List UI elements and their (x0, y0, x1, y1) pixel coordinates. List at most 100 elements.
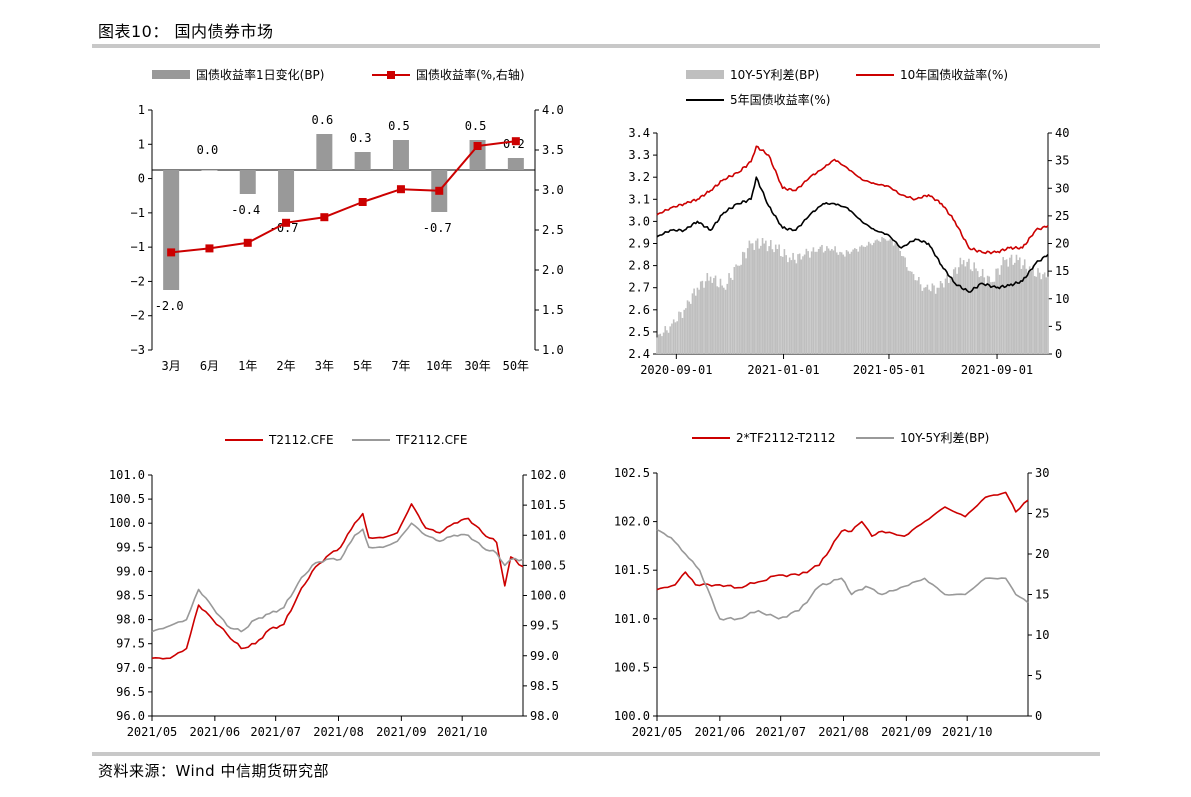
spread-bar (685, 308, 687, 354)
spread-bar (800, 259, 803, 354)
spread-bar (916, 280, 918, 354)
x-tick-label: 2年 (276, 359, 295, 373)
spread-bar (986, 275, 989, 354)
x-tick-label: 2021/08 (313, 725, 364, 739)
spread-bar (793, 259, 796, 354)
left-tick-label: 99.5 (116, 540, 145, 554)
x-tick-label: 3月 (162, 359, 181, 373)
line-marker (396, 185, 405, 194)
spread-bar (911, 271, 913, 354)
spread-bar (711, 282, 714, 354)
spread-bar (661, 336, 663, 354)
line-marker (511, 137, 520, 146)
spread-bar (787, 262, 789, 354)
x-tick-label: 7年 (391, 359, 410, 373)
x-tick-label: 2021/06 (695, 725, 746, 739)
spread-bar (733, 267, 736, 354)
left-tick-label: 102.5 (614, 466, 650, 480)
spread-bar (949, 276, 952, 354)
spread-bar (827, 248, 830, 354)
bar (239, 170, 256, 194)
spread-bar (909, 271, 911, 354)
right-tick-label: 100.5 (530, 558, 566, 572)
spread-bar (951, 278, 953, 354)
spread-bar (831, 249, 833, 354)
spread-bar (763, 243, 765, 354)
spread-bar (990, 282, 992, 354)
right-tick-label: 0 (1035, 709, 1042, 723)
right-tick-label: 0 (1055, 347, 1062, 361)
spread-bar (1018, 257, 1021, 354)
x-tick-label: 2021/08 (818, 725, 869, 739)
spread-bar (693, 288, 695, 354)
spread-bar (907, 270, 910, 354)
x-tick-label: 5年 (353, 359, 372, 373)
spread-bar (976, 271, 979, 354)
spread-bar (722, 287, 725, 354)
spread-bar (785, 255, 787, 354)
right-tick-label: 20 (1035, 547, 1049, 561)
left-tick-label: 2.6 (628, 303, 650, 317)
spread-bar (943, 287, 945, 354)
spread-bar (719, 278, 722, 354)
spread-bar (939, 281, 942, 354)
spread-bar (991, 281, 994, 354)
right-tick-label: 40 (1055, 126, 1069, 140)
spread-bar (952, 269, 955, 354)
spread-bar (678, 311, 680, 354)
spread-bar (1007, 266, 1010, 354)
right-tick-label: 3.5 (542, 143, 564, 157)
spread-bar (919, 284, 922, 354)
left-tick-label: 98.0 (116, 613, 145, 627)
x-tick-label: 2021/05 (127, 725, 178, 739)
right-tick-label: 4.0 (542, 103, 564, 117)
spread-bar (1030, 271, 1033, 354)
left-tick-label: 1 (138, 137, 145, 151)
x-tick-label: 2021/07 (250, 725, 301, 739)
bar-data-label: 0.6 (312, 113, 334, 127)
chart-curve-spread: 100.0 100.5 101.0 101.5 102.0 102.5 0 5 10 15 20 25… (614, 431, 1050, 739)
legend-swatch-bar (152, 70, 190, 79)
spread-bar (664, 326, 667, 354)
spread-bar (769, 240, 772, 354)
spread-bar (1014, 262, 1016, 354)
spread-bar (847, 251, 850, 354)
x-tick-label: 2021/09 (881, 725, 932, 739)
spread-bar (857, 251, 860, 354)
chart-yield-curve: −3 −2 −2 −1 −1 0 1 1 1.0 1.5 2.0 2.5 3.0 3.5 4.0 3月 -2.0… (131, 67, 564, 373)
spread-bar (724, 289, 727, 354)
line-marker (205, 244, 214, 253)
spread-bar (1037, 268, 1039, 354)
spread-bar (912, 274, 915, 354)
spread-bar (748, 240, 751, 354)
spread-bar (703, 287, 705, 354)
spread-bar (797, 254, 799, 354)
left-tick-label: 3.2 (628, 170, 650, 184)
spread-bar (731, 279, 734, 354)
spread-bar (745, 258, 747, 354)
spread-bar (993, 281, 996, 354)
bar (354, 152, 371, 170)
spread-bar (709, 276, 712, 354)
spread-bar (921, 290, 924, 354)
spread-bar (871, 245, 873, 354)
series-line-1 (151, 522, 524, 633)
spread-bar (805, 248, 808, 354)
spread-bar (887, 240, 890, 354)
bar (163, 170, 180, 290)
spread-bar (914, 280, 917, 354)
spread-bar (840, 252, 843, 354)
spread-bar (844, 256, 846, 354)
spread-bar (704, 281, 707, 354)
spread-bar (936, 287, 939, 354)
spread-bar (1047, 276, 1049, 354)
spread-bar (862, 246, 865, 354)
left-tick-label: 96.5 (116, 685, 145, 699)
spread-bar (850, 251, 853, 354)
spread-bar (768, 246, 770, 354)
x-tick-label: 2021-01-01 (747, 363, 819, 377)
left-tick-label: 2.4 (628, 347, 650, 361)
bar-data-label: -0.7 (270, 221, 299, 235)
series-line-0 (151, 503, 524, 660)
spread-bar (931, 283, 934, 354)
